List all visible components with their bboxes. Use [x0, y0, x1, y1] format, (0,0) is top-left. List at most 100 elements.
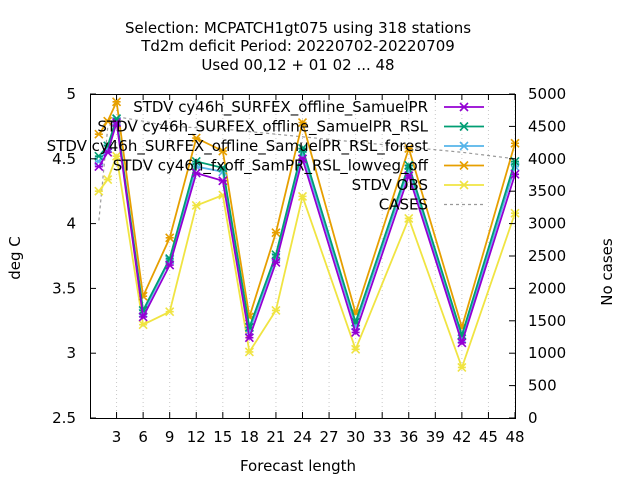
x-tick-label: 42 — [452, 428, 471, 446]
y-axis-label: deg C — [6, 236, 24, 280]
data-point — [351, 327, 361, 338]
x-tick-label: 36 — [399, 428, 418, 446]
y-tick-label: 4 — [66, 215, 76, 233]
data-point — [103, 116, 113, 126]
data-point — [404, 213, 414, 223]
x-tick-label: 33 — [373, 428, 392, 446]
data-point — [94, 151, 104, 161]
title-line-1: Selection: MCPATCH1gt075 using 318 stati… — [125, 19, 471, 37]
data-point — [94, 129, 104, 139]
data-point — [244, 347, 254, 357]
chart-title: Selection: MCPATCH1gt075 using 318 stati… — [125, 19, 471, 74]
y-tick-label: 5 — [66, 85, 76, 103]
data-point — [271, 228, 281, 238]
data-point — [103, 147, 113, 157]
data-point — [297, 117, 308, 128]
x-tick-label: 9 — [165, 428, 175, 446]
y2-tick-label: 2000 — [528, 279, 566, 297]
x-tick-label: 3 — [112, 428, 122, 446]
data-point — [244, 333, 254, 343]
data-point — [138, 320, 148, 330]
legend-marker — [459, 121, 469, 132]
y2-tick-label: 1000 — [528, 344, 566, 362]
data-point — [191, 168, 201, 178]
data-point — [111, 117, 122, 128]
data-point — [457, 362, 467, 373]
x-tick-label: 6 — [138, 428, 148, 446]
data-point — [218, 176, 228, 186]
data-point — [404, 171, 414, 181]
legend-label: STDV cy46h_fxoff_SamPR_RSL_lowveg_off — [113, 157, 429, 176]
data-point — [191, 200, 201, 211]
series-layer — [94, 97, 520, 373]
y-tick-label: 4.5 — [52, 150, 76, 168]
data-point — [103, 174, 113, 185]
y2-tick-label: 0 — [528, 409, 538, 427]
x-tick-label: 27 — [320, 428, 339, 446]
y2-tick-label: 4000 — [528, 150, 566, 168]
y2-tick-label: 3000 — [528, 215, 566, 233]
x-axis-ticks: 3 6 9 12 15 18 21 24 27 30 33 36 39 42 45 48 — [112, 94, 525, 446]
y-axis-ticks: 2.5 3 3.5 4 4.5 5 — [52, 85, 96, 427]
data-point — [165, 260, 175, 270]
data-point — [191, 133, 201, 143]
legend-label: STDV OBS — [352, 176, 428, 194]
series-line — [98, 98, 516, 331]
legend-marker — [459, 160, 469, 171]
y2-axis-label: No cases — [598, 238, 616, 306]
x-tick-label: 45 — [479, 428, 498, 446]
y2-tick-label: 4500 — [528, 117, 566, 135]
data-point — [165, 233, 175, 243]
y2-tick-label: 5000 — [528, 85, 566, 103]
data-point — [404, 160, 414, 170]
data-point — [297, 191, 308, 201]
data-point — [218, 146, 228, 156]
series-line — [98, 122, 516, 346]
data-point — [404, 143, 414, 153]
x-axis-label: Forecast length — [240, 457, 356, 475]
y2-tick-label: 2500 — [528, 247, 566, 265]
data-point — [271, 257, 281, 268]
data-point — [111, 97, 122, 107]
data-point — [218, 163, 228, 173]
y2-axis-ticks: 0 500 1000 1500 2000 2500 3000 3500 4000 4500 5000 — [509, 85, 566, 427]
x-tick-label: 12 — [187, 428, 206, 446]
legend-label: CASES — [379, 196, 428, 214]
data-point — [111, 151, 122, 161]
y2-tick-label: 1500 — [528, 312, 566, 330]
data-point — [94, 186, 104, 196]
x-tick-label: 18 — [240, 428, 259, 446]
title-line-2: Td2m deficit Period: 20220702-20220709 — [140, 37, 455, 55]
y2-tick-label: 3500 — [528, 182, 566, 200]
x-tick-label: 15 — [213, 428, 232, 446]
y-tick-label: 2.5 — [52, 409, 76, 427]
legend-marker — [459, 180, 469, 190]
data-point — [94, 162, 104, 172]
x-tick-label: 30 — [346, 428, 365, 446]
legend-marker — [459, 102, 469, 112]
series-line — [98, 116, 516, 221]
data-point — [138, 312, 148, 322]
data-point — [351, 344, 361, 354]
data-point — [297, 154, 308, 164]
legend-label: STDV cy46h_SURFEX_offline_SamuelPR_RSL — [97, 118, 428, 137]
x-tick-label: 39 — [426, 428, 445, 446]
legend-label: STDV cy46h_SURFEX_offline_SamuelPR — [133, 98, 428, 117]
y2-tick-label: 500 — [528, 377, 557, 395]
series-line — [98, 152, 516, 371]
data-point — [457, 338, 467, 348]
title-line-3: Used 00,12 + 01 02 ... 48 — [201, 56, 394, 74]
x-tick-label: 24 — [293, 428, 312, 446]
y-tick-label: 3 — [66, 344, 76, 362]
data-point — [271, 305, 281, 315]
data-point — [297, 143, 308, 153]
data-point — [111, 114, 122, 124]
x-tick-label: 21 — [266, 428, 285, 446]
x-tick-label: 48 — [505, 428, 524, 446]
y-tick-label: 3.5 — [52, 279, 76, 297]
data-point — [165, 307, 175, 317]
legend-label: STDV cy46h_SURFEX_offline_SamuelPR_RSL_f… — [47, 137, 428, 156]
legend-marker — [459, 141, 469, 151]
